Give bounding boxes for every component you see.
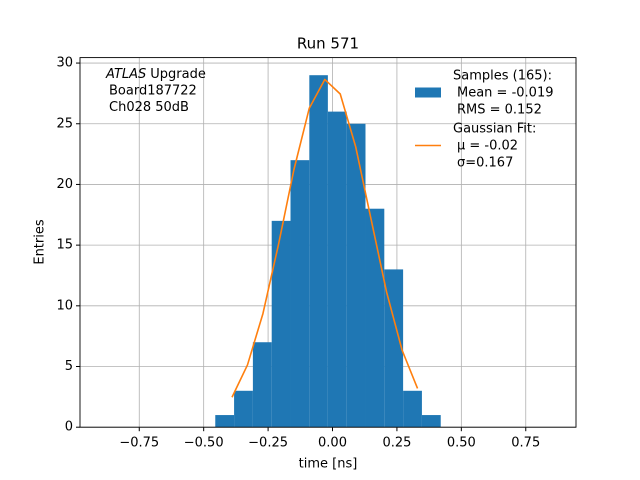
y-tick-label: 15	[56, 238, 73, 253]
bar	[271, 220, 291, 428]
y-tick-label: 0	[65, 420, 73, 435]
x-tick-label: 0.50	[447, 436, 476, 451]
x-tick-label: 0.00	[318, 436, 347, 451]
annotation-text: Board187722	[109, 84, 197, 99]
fit-line	[231, 78, 419, 398]
axes-frame	[79, 57, 577, 428]
x-tick-label: −0.50	[184, 436, 224, 451]
legend-detail: RMS = 0.152	[457, 103, 542, 118]
annotation-text: Upgrade	[150, 67, 206, 82]
x-tick-label: 0.25	[382, 436, 411, 451]
y-tick-label: 10	[56, 298, 73, 313]
bar	[365, 208, 385, 428]
bar	[215, 415, 235, 428]
legend-label: Gaussian Fit:	[453, 122, 536, 137]
bar	[346, 123, 366, 428]
x-tick-label: −0.75	[119, 436, 159, 451]
annotation: ATLAS Upgrade	[105, 67, 206, 82]
bar	[290, 160, 310, 428]
bar	[234, 390, 253, 428]
x-tick-label: −0.25	[248, 436, 288, 451]
y-axis-label: Entries	[33, 219, 48, 265]
bar	[252, 342, 272, 428]
legend-detail: σ=0.167	[457, 156, 513, 171]
legend-detail: μ = -0.02	[457, 139, 518, 154]
bar	[384, 269, 404, 428]
y-tick-label: 20	[56, 177, 73, 192]
y-tick-label: 5	[65, 359, 73, 374]
legend-label: Samples (165):	[453, 69, 552, 84]
legend-swatch	[415, 87, 441, 98]
chart-title: Run 571	[297, 35, 359, 53]
y-tick-label: 25	[56, 116, 73, 131]
bar	[327, 111, 347, 428]
bar	[309, 75, 328, 428]
y-tick-label: 30	[56, 56, 73, 71]
annotation-emphasis: ATLAS	[105, 67, 146, 82]
bar	[403, 390, 422, 428]
bar	[421, 415, 441, 428]
legend-detail: Mean = -0.019	[457, 86, 553, 101]
x-axis-label: time [ns]	[299, 457, 358, 472]
annotation-text: Ch028 50dB	[109, 100, 189, 115]
x-tick-label: 0.75	[511, 436, 540, 451]
